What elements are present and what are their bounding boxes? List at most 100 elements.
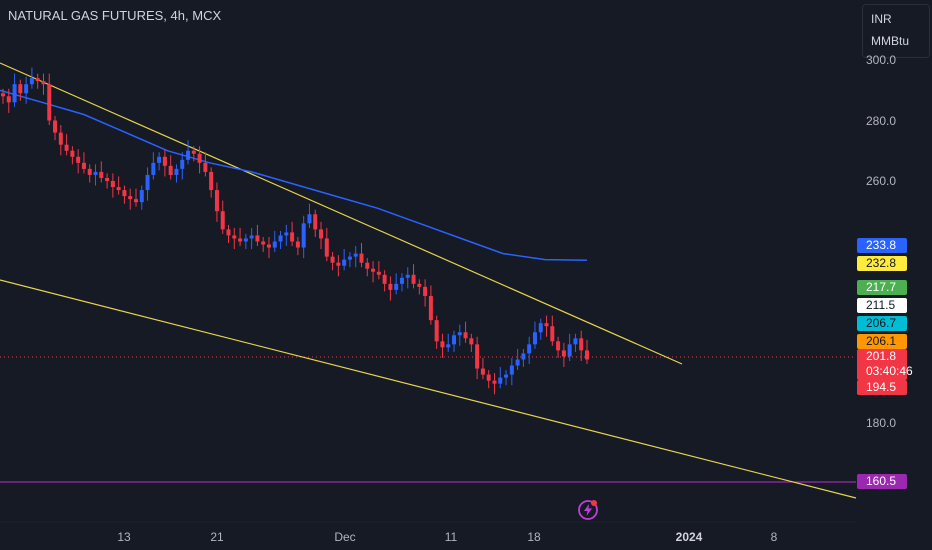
candle-body <box>504 374 509 378</box>
candle-body <box>47 84 52 121</box>
y-tick-label: 260.0 <box>866 174 897 188</box>
candle-body <box>203 162 208 172</box>
candle-body <box>238 238 243 242</box>
candle-body <box>365 262 370 269</box>
candle-body <box>475 344 480 369</box>
candle-body <box>492 380 497 384</box>
candle-body <box>226 229 231 236</box>
candle-body <box>174 168 179 175</box>
candle-body <box>35 78 40 82</box>
candle-body <box>538 323 543 333</box>
candle-body <box>110 181 115 188</box>
candle-body <box>423 286 428 296</box>
candle-body <box>93 171 98 175</box>
candle-body <box>191 150 196 154</box>
candle-body <box>81 162 86 169</box>
candle-body <box>255 235 260 242</box>
candle-body <box>133 199 138 203</box>
lower-trendline <box>0 279 857 499</box>
candle-body <box>567 344 572 357</box>
candle-body <box>371 268 376 272</box>
price-tag: 211.5 <box>857 298 907 313</box>
candle-body <box>307 214 312 224</box>
candle-body <box>122 190 127 197</box>
price-tag: 160.5 <box>857 474 907 489</box>
symbol-name: NATURAL GAS FUTURES <box>8 8 164 23</box>
candle-body <box>301 223 306 248</box>
candle-body <box>434 320 439 342</box>
candle-body <box>249 235 254 239</box>
candle-body <box>41 81 46 85</box>
candle-body <box>1 93 5 97</box>
candle-body <box>243 238 248 242</box>
candle-body <box>139 190 144 203</box>
x-tick-label: 8 <box>770 530 778 544</box>
candle-body <box>463 332 468 339</box>
candle-body <box>53 120 58 133</box>
candle-body <box>29 78 34 85</box>
candle-body <box>18 84 23 94</box>
candle-body <box>324 238 329 257</box>
candle-body <box>290 232 295 242</box>
price-tag: 232.8 <box>857 256 907 271</box>
candle-body <box>145 174 150 191</box>
candle-body <box>278 235 283 242</box>
currency-label[interactable]: INR <box>871 12 892 26</box>
candle-body <box>573 338 578 345</box>
candle-body <box>116 187 121 191</box>
candle-body <box>214 190 219 212</box>
candle-body <box>197 153 202 163</box>
candle-body <box>99 171 104 178</box>
candle-body <box>220 211 225 230</box>
lightning-icon[interactable] <box>577 499 599 521</box>
candle-body <box>527 344 532 354</box>
candle-body <box>440 341 445 348</box>
current-price-tag: 201.8 03:40:46 <box>857 349 913 380</box>
candle-body <box>261 241 266 245</box>
candle-body <box>394 283 399 290</box>
candle-body <box>550 326 555 342</box>
candle-body <box>457 332 462 336</box>
countdown-label: 03:40:46 <box>866 364 913 378</box>
candle-body <box>556 341 561 351</box>
title-separator: , <box>163 8 171 23</box>
candle-body <box>509 365 514 375</box>
candle-body <box>168 165 173 175</box>
upper-trendline <box>0 62 683 365</box>
candle-body <box>342 259 347 266</box>
exchange-label: MCX <box>192 8 222 23</box>
price-tag: 206.7 <box>857 316 907 331</box>
price-tag: 206.1 <box>857 334 907 349</box>
candle-body <box>353 253 358 257</box>
candle-body <box>585 350 589 360</box>
candle-body <box>186 150 191 160</box>
interval-label[interactable]: 4h <box>170 8 185 23</box>
candle-body <box>376 271 381 275</box>
candle-body <box>411 274 416 284</box>
currency-unit-selector[interactable]: INR MMBtu <box>862 4 930 58</box>
candle-body <box>521 353 526 360</box>
candle-body <box>480 368 485 375</box>
chart-title: NATURAL GAS FUTURES, 4h, MCX <box>8 8 221 23</box>
candle-body <box>232 235 237 239</box>
price-tag: 194.5 <box>857 380 907 395</box>
moving-average-line <box>0 89 588 262</box>
y-tick-label: 280.0 <box>866 113 897 128</box>
candle-body <box>382 274 387 284</box>
candle-body <box>6 96 11 103</box>
candle-body <box>515 359 520 366</box>
candle-body <box>319 229 324 239</box>
unit-label[interactable]: MMBtu <box>871 34 910 48</box>
candle-body <box>486 374 491 381</box>
candle-body <box>399 277 404 284</box>
candle-body <box>452 335 457 345</box>
candle-body <box>128 196 133 200</box>
candle-body <box>64 144 69 151</box>
y-tick-label: 300.0 <box>866 53 897 67</box>
candle-body <box>295 241 300 248</box>
candle-body <box>561 350 566 357</box>
candle-body <box>105 177 110 181</box>
candle-body <box>498 377 503 384</box>
candle-body <box>446 344 451 348</box>
